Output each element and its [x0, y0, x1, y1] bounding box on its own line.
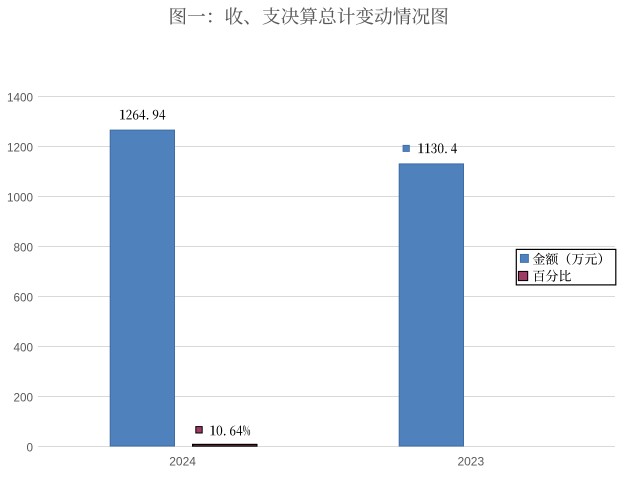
svg-text:800: 800 [13, 241, 33, 254]
svg-text:400: 400 [13, 341, 33, 354]
svg-text:200: 200 [13, 391, 33, 404]
svg-text:2023: 2023 [457, 455, 484, 469]
svg-text:1200: 1200 [7, 141, 34, 154]
svg-text:0: 0 [26, 441, 33, 454]
svg-text:600: 600 [13, 291, 33, 304]
svg-text:1000: 1000 [7, 191, 34, 204]
svg-text:1400: 1400 [7, 91, 34, 104]
svg-text:2024: 2024 [169, 455, 196, 469]
